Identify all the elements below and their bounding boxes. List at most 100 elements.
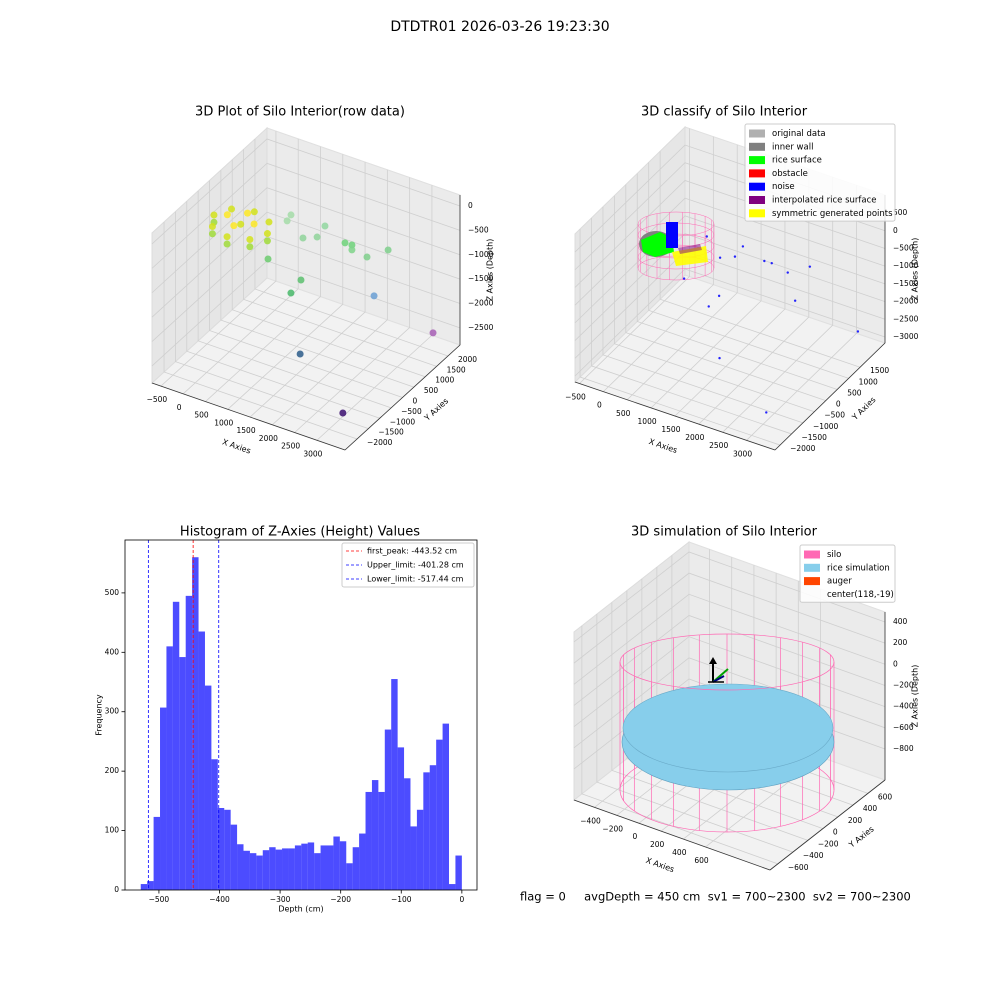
z-tick-label: −2500 [468, 323, 494, 332]
y-tick-label: −400 [803, 851, 824, 860]
grid-line [611, 602, 809, 841]
x-tick-label: 1500 [661, 425, 680, 434]
point [363, 253, 371, 261]
bar [249, 853, 257, 890]
x-tick-label: 1500 [237, 426, 256, 435]
bar [269, 847, 276, 890]
bar [397, 747, 405, 890]
x-tick-label: 500 [194, 411, 209, 420]
z-axis-label: Z Axies (Depth) [911, 665, 920, 728]
interpolated-region [678, 244, 702, 254]
point [287, 289, 295, 297]
point [718, 356, 721, 360]
bar [359, 833, 366, 890]
bar [262, 850, 270, 890]
bar [211, 759, 218, 890]
legend-swatch [749, 156, 765, 165]
y-axis-label: Frequency [95, 694, 104, 736]
bar [442, 723, 450, 890]
bar [204, 685, 212, 890]
z-tick-label: −200 [893, 680, 914, 689]
z-tick-label: −800 [893, 744, 914, 753]
y-tick-label: −1500 [378, 428, 404, 437]
point [228, 205, 236, 213]
grid-line [648, 162, 849, 379]
y-tick-label: −1500 [802, 433, 828, 442]
grid-line [254, 138, 449, 357]
point [763, 259, 766, 263]
y-tick-label: −2000 [790, 444, 816, 453]
bar [423, 772, 430, 890]
grid-line [573, 593, 886, 685]
x-tick-label: −400 [209, 895, 230, 904]
grid-line [220, 170, 414, 388]
grid-line [722, 177, 834, 433]
bar [192, 557, 199, 890]
bar [429, 765, 437, 890]
point [313, 233, 321, 241]
x-tick-label: 400 [672, 848, 687, 857]
x-tick-label: 2500 [281, 442, 300, 451]
z-tick-label: −2500 [893, 314, 919, 323]
point [250, 220, 258, 228]
point [287, 211, 295, 219]
x-tick-label: −100 [391, 895, 412, 904]
bar [153, 816, 161, 890]
grid-line [249, 162, 366, 418]
point [264, 255, 272, 263]
legend-label: obstacle [772, 169, 808, 179]
grid-line [573, 572, 886, 664]
bar [140, 884, 148, 890]
grid-line [746, 185, 857, 441]
grid-line [602, 206, 804, 424]
point [246, 235, 254, 243]
legend-swatch [749, 169, 765, 178]
side-pane [574, 125, 686, 384]
grid-line [636, 173, 838, 390]
point [341, 239, 349, 247]
z-tick-label: 0 [468, 201, 473, 210]
y-tick-label: 0 [114, 885, 119, 894]
grid-line [151, 162, 461, 269]
point [765, 411, 768, 414]
grid-line [182, 138, 299, 395]
y-tick-label: 300 [105, 707, 120, 716]
point [283, 217, 291, 225]
y-tick-label: 600 [878, 792, 893, 801]
grid-line [160, 131, 277, 387]
bar [237, 844, 244, 890]
z-tick-label: −3000 [893, 332, 919, 341]
point [741, 245, 745, 248]
y-tick-label: −500 [401, 407, 422, 416]
bar [243, 850, 250, 890]
bar [404, 778, 411, 890]
bar [436, 739, 443, 890]
legend-label: rice surface [772, 156, 822, 166]
legend-box [744, 123, 896, 222]
y-tick-label: 0 [833, 828, 838, 837]
grid-line [625, 184, 826, 401]
z-tick-label: 0 [893, 226, 898, 235]
x-tick-label: 1000 [638, 417, 657, 426]
point [263, 230, 271, 238]
x-tick-label: 0 [597, 401, 602, 410]
grid-line [186, 201, 380, 419]
z-tick-label: −400 [893, 702, 914, 711]
rice-surface-region [641, 232, 674, 257]
y-tick-label: −200 [818, 839, 839, 848]
legend-swatch [804, 577, 820, 586]
bar [365, 791, 372, 890]
z-tick-label: 200 [893, 638, 908, 647]
bar [147, 881, 154, 890]
point [339, 409, 347, 417]
grid-line [175, 211, 369, 430]
bar [185, 595, 193, 890]
grid-line [151, 187, 461, 294]
chart-title: Histogram of Z-Axies (Height) Values [180, 525, 420, 540]
point [244, 209, 252, 217]
point [208, 230, 216, 238]
y-tick-label: 1500 [870, 366, 889, 375]
bar [339, 841, 347, 890]
point [429, 329, 437, 337]
z-axis-label: Z Axies (Depth) [486, 239, 495, 302]
